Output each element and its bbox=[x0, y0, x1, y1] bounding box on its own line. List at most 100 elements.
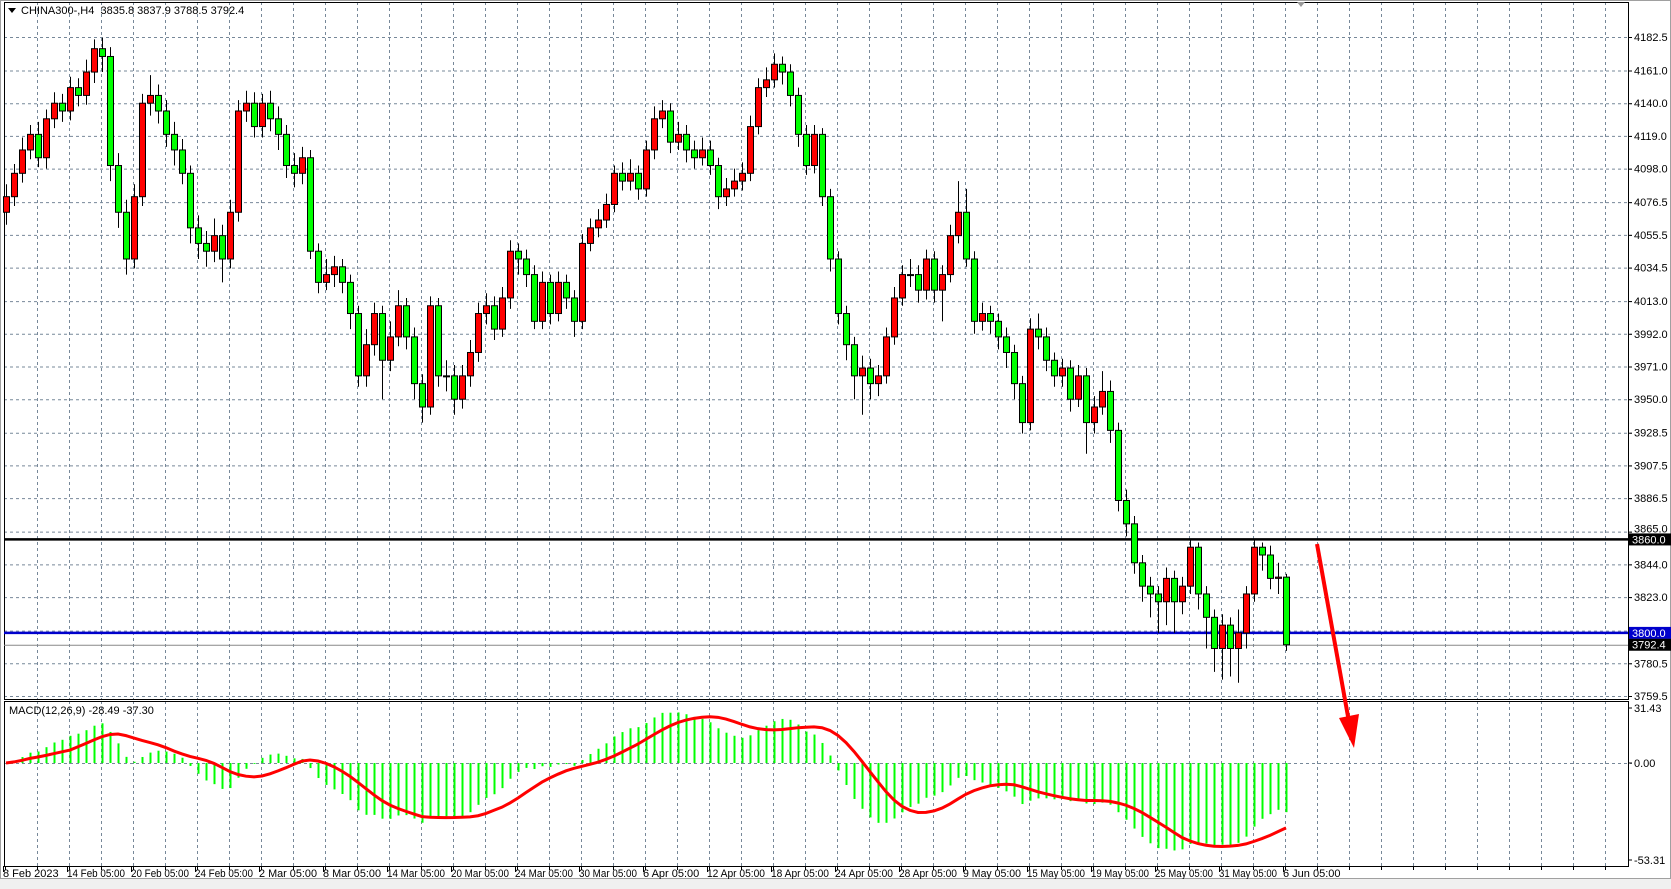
candle bbox=[83, 59, 90, 105]
candle bbox=[739, 162, 746, 191]
candle-body bbox=[1123, 499, 1130, 525]
candle-body bbox=[1099, 390, 1106, 408]
macd-indicator-label: MACD(12,26,9) -28.49 -37.30 bbox=[9, 705, 154, 717]
price-tick-label: 3907.5 bbox=[1634, 460, 1668, 472]
candle-body bbox=[1171, 577, 1178, 603]
time-label: 8 Feb 2023 bbox=[3, 868, 59, 880]
macd-tick-label: 0.00 bbox=[1634, 758, 1655, 770]
candle bbox=[1099, 371, 1106, 415]
candle-body bbox=[227, 211, 234, 260]
level-price-label: 3860.0 bbox=[1632, 534, 1666, 546]
candle-body bbox=[467, 351, 474, 377]
candle bbox=[515, 243, 522, 275]
candle-body bbox=[171, 133, 178, 151]
candle-body bbox=[139, 102, 146, 198]
candle bbox=[595, 209, 602, 238]
candle-body bbox=[851, 344, 858, 377]
candle bbox=[251, 92, 258, 138]
candle bbox=[75, 78, 82, 107]
candle bbox=[555, 271, 562, 322]
price-tick-label: 3971.0 bbox=[1634, 362, 1668, 374]
time-label: 31 May 05:00 bbox=[1219, 868, 1277, 880]
price-tick-label: 3823.0 bbox=[1634, 592, 1668, 604]
candle bbox=[187, 165, 194, 244]
time-label: 6 Apr 05:00 bbox=[643, 868, 699, 880]
candle-body bbox=[19, 149, 26, 174]
candle-body bbox=[1067, 367, 1074, 400]
candle bbox=[1043, 327, 1050, 372]
candle-body bbox=[699, 149, 706, 159]
candle bbox=[1027, 318, 1034, 431]
candle-body bbox=[1083, 375, 1090, 424]
candle bbox=[1131, 516, 1138, 574]
candle-body bbox=[179, 149, 186, 174]
candle bbox=[131, 184, 138, 269]
candle-body bbox=[779, 63, 786, 73]
candle-body bbox=[435, 305, 442, 377]
time-label: 15 May 05:00 bbox=[1027, 868, 1085, 880]
price-tick-label: 3992.0 bbox=[1634, 329, 1668, 341]
candle bbox=[875, 364, 882, 397]
candle bbox=[379, 305, 386, 400]
candle bbox=[1067, 360, 1074, 412]
candle-body bbox=[403, 305, 410, 338]
candle bbox=[763, 67, 770, 97]
candle-body bbox=[579, 242, 586, 322]
candle bbox=[795, 87, 802, 147]
candle bbox=[531, 265, 538, 330]
candle bbox=[603, 193, 610, 228]
price-tick-label: 3759.5 bbox=[1634, 691, 1668, 703]
candle bbox=[331, 255, 338, 288]
dropdown-triangle-icon[interactable] bbox=[8, 8, 16, 13]
candle bbox=[939, 265, 946, 322]
price-tick-label: 4013.0 bbox=[1634, 296, 1668, 308]
candle bbox=[323, 259, 330, 291]
candle-body bbox=[1259, 546, 1266, 556]
candle bbox=[1107, 380, 1114, 443]
candle bbox=[403, 297, 410, 350]
candle bbox=[371, 302, 378, 356]
price-tick-label: 4098.0 bbox=[1634, 164, 1668, 176]
candle bbox=[1059, 358, 1066, 387]
candle-body bbox=[27, 133, 34, 151]
candle bbox=[147, 75, 154, 116]
candle bbox=[363, 329, 370, 387]
candle bbox=[155, 84, 162, 124]
price-tick-label: 3928.5 bbox=[1634, 428, 1668, 440]
candle-body bbox=[371, 313, 378, 346]
macd-tick-label: -53.31 bbox=[1634, 855, 1665, 867]
candle-body bbox=[1179, 585, 1186, 603]
candle-body bbox=[323, 274, 330, 283]
candle bbox=[99, 37, 106, 73]
candle-body bbox=[787, 71, 794, 96]
candle bbox=[819, 128, 826, 207]
candle-body bbox=[555, 281, 562, 315]
candle-body bbox=[571, 297, 578, 322]
candle-body bbox=[875, 375, 882, 385]
level-price-label: 3800.0 bbox=[1632, 628, 1666, 640]
candle-body bbox=[803, 133, 810, 167]
candle bbox=[163, 100, 170, 147]
candle bbox=[675, 121, 682, 150]
candle bbox=[443, 360, 450, 392]
candle bbox=[1179, 576, 1186, 615]
candle-body bbox=[979, 313, 986, 322]
candle bbox=[107, 47, 114, 182]
candle bbox=[547, 274, 554, 325]
candle-body bbox=[675, 133, 682, 143]
candle-body bbox=[1163, 577, 1170, 603]
price-tick-label: 4140.0 bbox=[1634, 98, 1668, 110]
candle bbox=[355, 305, 362, 387]
candle bbox=[1275, 562, 1282, 594]
candle-body bbox=[523, 258, 530, 276]
candle-body bbox=[91, 48, 98, 73]
candle bbox=[947, 224, 954, 283]
candle-body bbox=[1275, 576, 1282, 579]
candle bbox=[411, 327, 418, 400]
candle bbox=[1147, 576, 1154, 618]
candle bbox=[899, 265, 906, 306]
candle-body bbox=[99, 48, 106, 57]
candle-body bbox=[475, 313, 482, 353]
candle-body bbox=[83, 71, 90, 96]
